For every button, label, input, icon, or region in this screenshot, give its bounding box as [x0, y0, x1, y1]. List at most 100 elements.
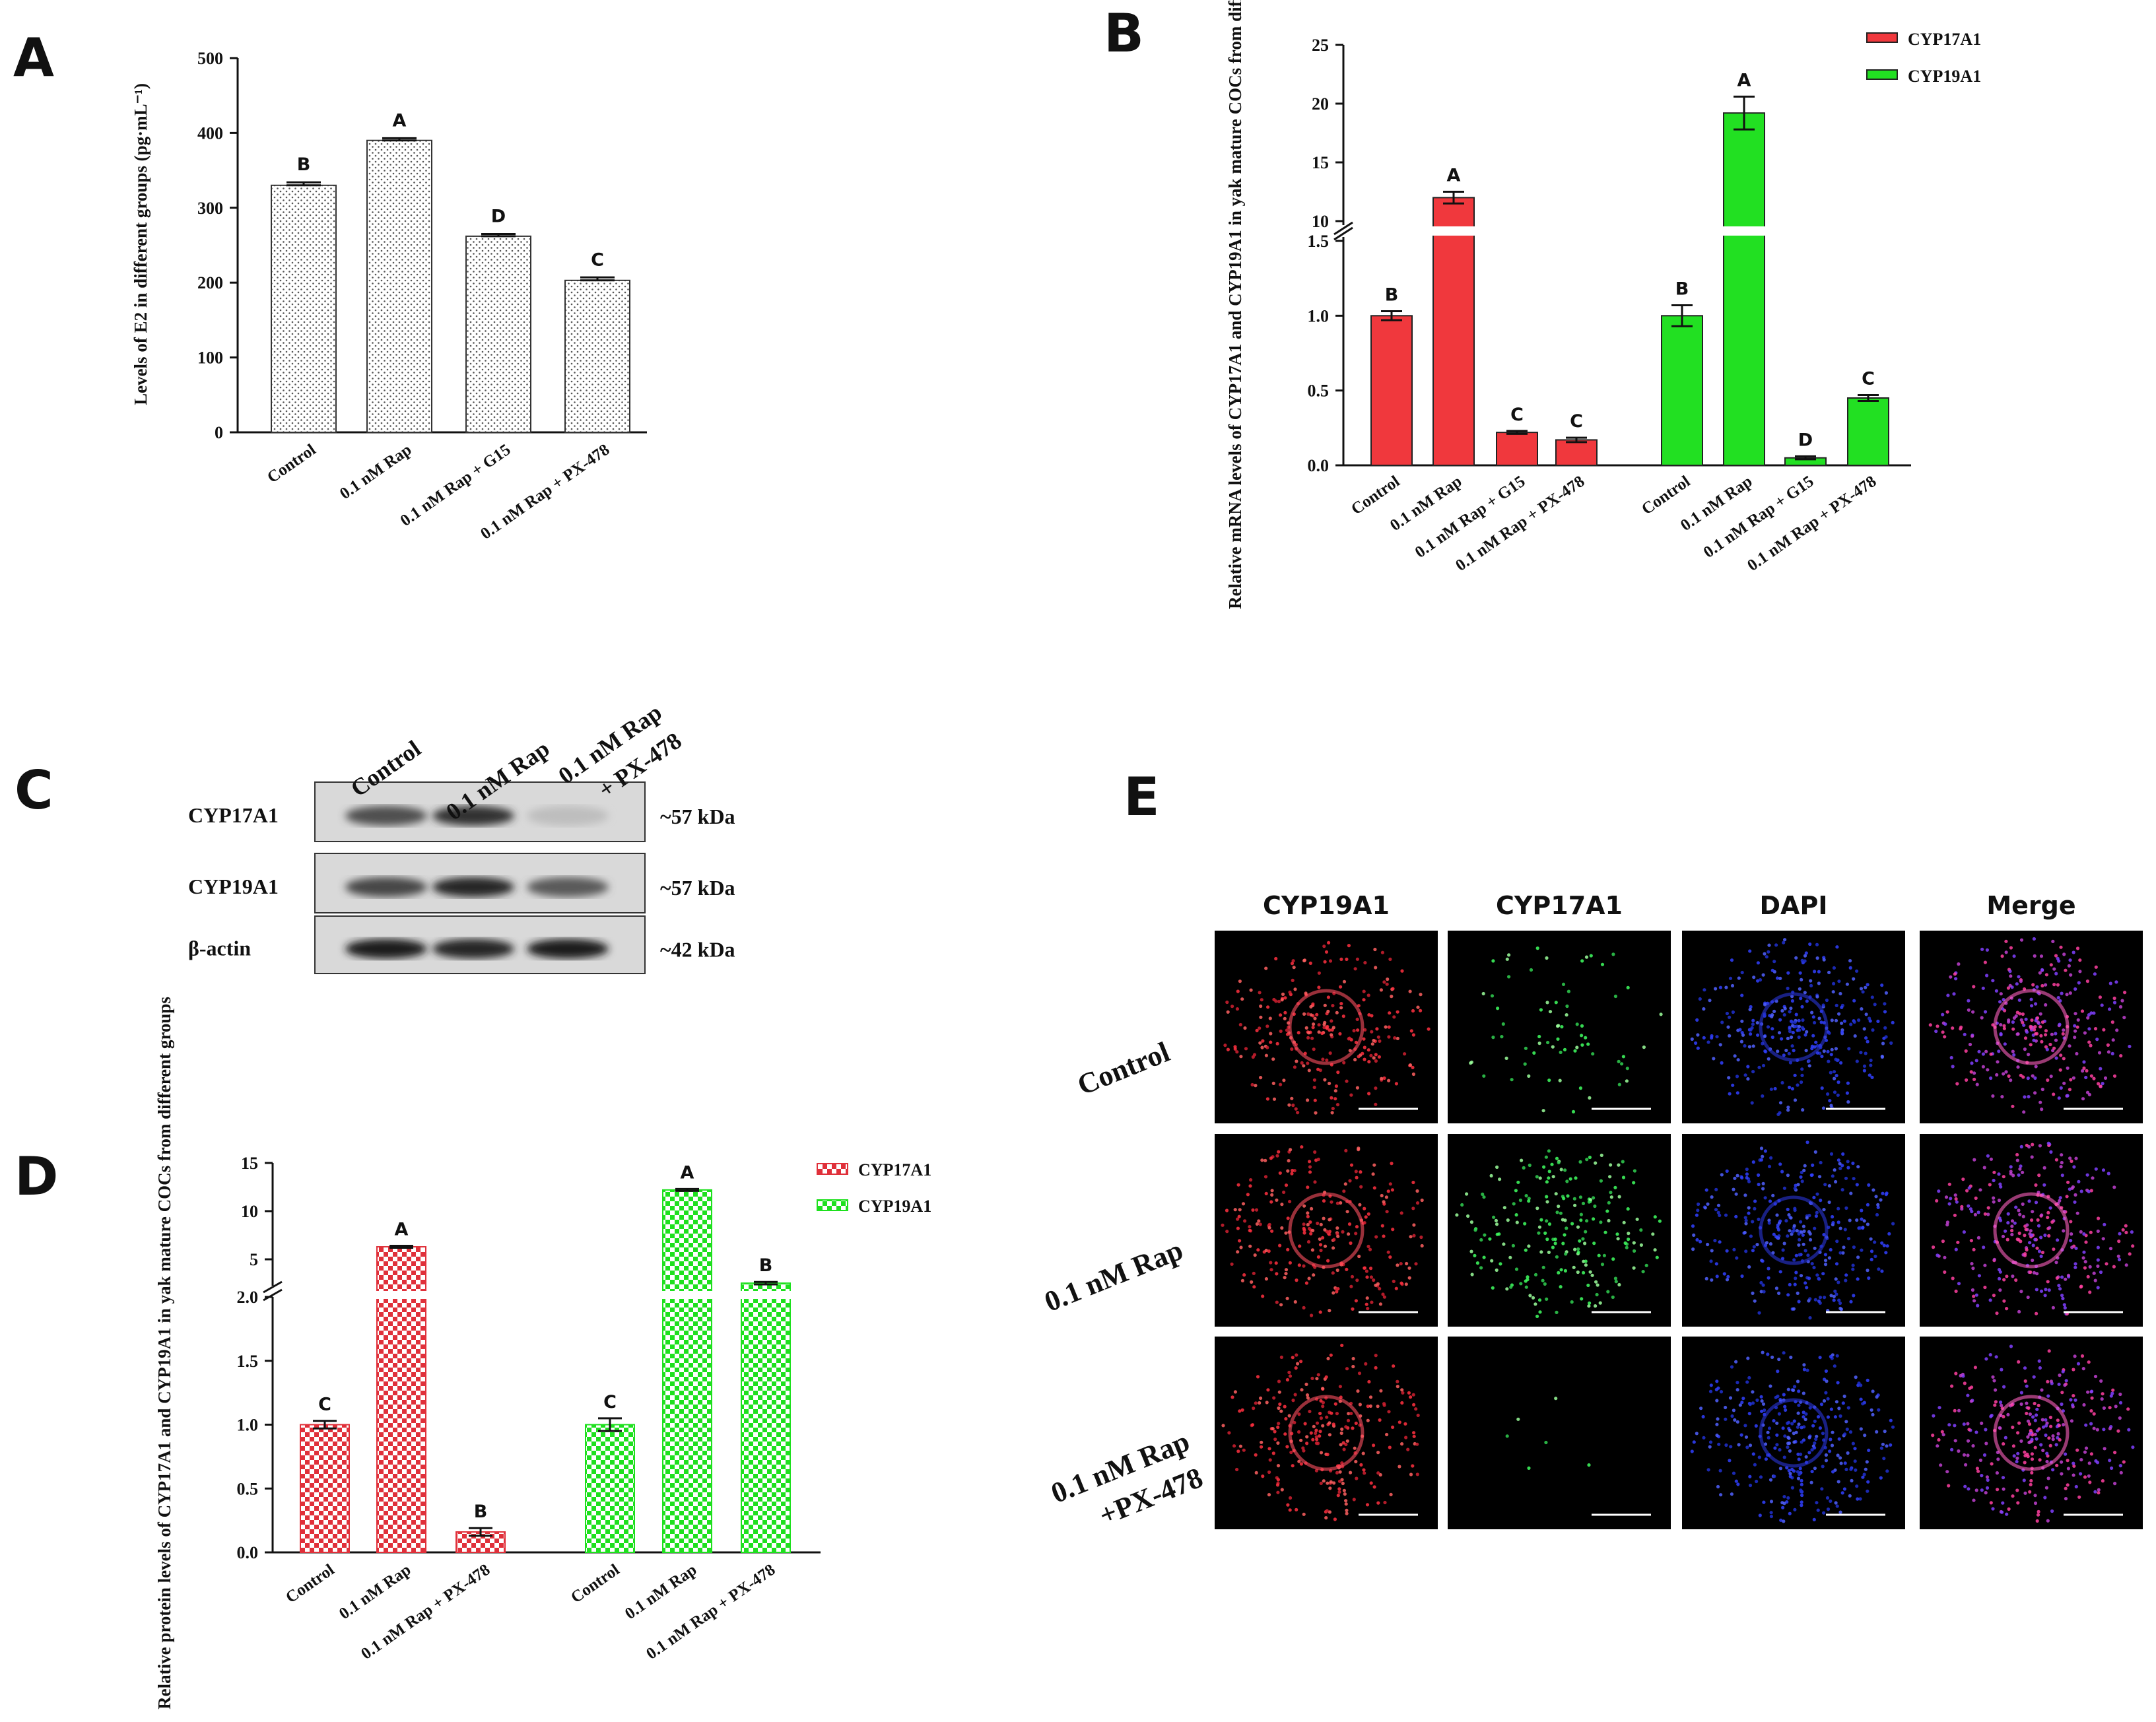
- if-cell-dot: [1790, 1422, 1794, 1426]
- if-cell-dot: [1783, 1007, 1787, 1010]
- if-cell-dot: [1860, 1209, 1864, 1212]
- if-cell-dot: [1986, 1206, 1990, 1210]
- if-cell-dot: [1293, 1393, 1297, 1397]
- if-cell-dot: [2032, 1038, 2036, 1042]
- if-cell-dot: [1280, 1226, 1284, 1230]
- if-cell-dot: [1873, 1003, 1877, 1007]
- if-cell-dot: [1782, 1351, 1786, 1355]
- if-cell-dot: [1694, 1041, 1698, 1045]
- if-cell-dot: [1573, 1203, 1577, 1207]
- if-cell-dot: [1602, 1253, 1606, 1257]
- if-cell-dot: [1786, 971, 1790, 975]
- if-cell-dot: [2078, 970, 2082, 974]
- if-cell-dot: [2080, 1009, 2085, 1013]
- if-cell-dot: [1260, 1440, 1263, 1444]
- if-cell-dot: [1533, 1273, 1538, 1276]
- if-cell-dot: [1345, 1439, 1349, 1443]
- if-cell-dot: [1537, 1298, 1542, 1302]
- if-cell-dot: [1769, 1500, 1774, 1504]
- if-cell-dot: [1595, 1292, 1599, 1297]
- if-cell-dot: [1817, 981, 1821, 985]
- if-cell-dot: [2006, 986, 2010, 990]
- significance-letter: C: [1510, 405, 1524, 425]
- if-cell-dot: [1748, 949, 1752, 953]
- if-cell-dot: [1735, 1388, 1739, 1392]
- if-cell-dot: [1977, 1049, 1981, 1053]
- if-cell-dot: [1555, 1210, 1559, 1214]
- if-cell-dot: [2029, 1043, 2033, 1047]
- if-cell-dot: [1527, 1244, 1531, 1248]
- if-cell-dot: [1841, 1152, 1845, 1156]
- if-cell-dot: [1331, 1271, 1335, 1275]
- if-cell-dot: [1535, 1314, 1539, 1318]
- if-cell-dot: [2060, 1402, 2064, 1407]
- if-cell-dot: [2064, 1486, 2068, 1490]
- if-cell-dot: [1328, 1510, 1331, 1514]
- if-cell-dot: [1982, 1166, 1986, 1170]
- if-cell-dot: [1810, 1262, 1814, 1266]
- if-cell-dot: [1482, 1255, 1486, 1259]
- if-cell-dot: [2117, 1240, 2121, 1243]
- if-cell-dot: [1538, 1310, 1542, 1314]
- if-cell-dot: [1803, 1281, 1807, 1285]
- if-cell-dot: [1803, 959, 1807, 963]
- if-cell-dot: [1412, 1434, 1416, 1438]
- if-cell-dot: [1385, 1210, 1389, 1214]
- if-cell-dot: [1821, 1003, 1825, 1007]
- if-cell-dot: [1972, 1071, 1976, 1075]
- if-cell-dot: [2018, 1212, 2022, 1216]
- if-cell-dot: [2052, 1247, 2056, 1251]
- if-cell-dot: [1743, 1073, 1747, 1077]
- if-cell-dot: [1805, 1368, 1809, 1372]
- if-cell-dot: [1641, 1270, 1645, 1274]
- if-cell-dot: [1724, 985, 1728, 989]
- if-cell-dot: [1815, 1210, 1819, 1214]
- if-cell-dot: [1326, 1453, 1330, 1457]
- blot-size-label: ~57 kDa: [660, 805, 735, 828]
- if-cell-dot: [1238, 979, 1242, 983]
- if-cell-dot: [2033, 1494, 2037, 1498]
- if-cell-dot: [1743, 1044, 1747, 1048]
- if-cell-dot: [1655, 1255, 1659, 1259]
- if-cell-dot: [1984, 1441, 1988, 1445]
- if-cell-dot: [1312, 1047, 1316, 1051]
- if-cell-dot: [2026, 1435, 2030, 1439]
- if-cell-dot: [2079, 1189, 2083, 1193]
- if-cell-dot: [1388, 1182, 1392, 1186]
- if-cell-dot: [1822, 1049, 1826, 1053]
- if-cell-dot: [1372, 1443, 1376, 1447]
- if-cell-dot: [1838, 991, 1842, 996]
- if-cell-dot: [1409, 1235, 1413, 1239]
- if-cell-dot: [2015, 1456, 2019, 1460]
- if-cell-dot: [1252, 1285, 1256, 1289]
- if-cell-dot: [1335, 1010, 1339, 1014]
- if-cell-dot: [1415, 1442, 1419, 1446]
- if-cell-dot: [1633, 1249, 1636, 1253]
- if-cell-dot: [1823, 1296, 1827, 1300]
- if-cell-dot: [1797, 1018, 1801, 1022]
- if-cell-dot: [1870, 1249, 1874, 1253]
- if-cell-dot: [1706, 1242, 1710, 1247]
- if-cell-dot: [1817, 1276, 1821, 1280]
- y-tick-label: 15: [1312, 153, 1329, 172]
- if-cell-dot: [2054, 954, 2058, 958]
- if-cell-dot: [2048, 1443, 2052, 1447]
- if-cell-dot: [1976, 1210, 1980, 1214]
- if-cell-dot: [1800, 977, 1803, 981]
- if-cell-dot: [2035, 1519, 2039, 1523]
- if-cell-dot: [1818, 1296, 1823, 1300]
- if-cell-dot: [2026, 1076, 2030, 1080]
- if-cell-dot: [2066, 1094, 2070, 1098]
- if-cell-dot: [2068, 1088, 2072, 1092]
- if-cell-dot: [1243, 1219, 1247, 1223]
- if-cell-dot: [2076, 1362, 2081, 1366]
- bar: [1555, 439, 1598, 467]
- if-cell-dot: [1404, 1436, 1408, 1440]
- if-cell-dot: [1230, 1005, 1234, 1009]
- if-cell-dot: [2040, 968, 2044, 972]
- if-cell-dot: [2006, 1212, 2010, 1216]
- if-cell-dot: [1853, 1447, 1857, 1451]
- if-cell-dot: [1505, 1287, 1509, 1291]
- if-cell-dot: [1286, 1216, 1290, 1220]
- if-cell-dot: [1802, 1224, 1805, 1228]
